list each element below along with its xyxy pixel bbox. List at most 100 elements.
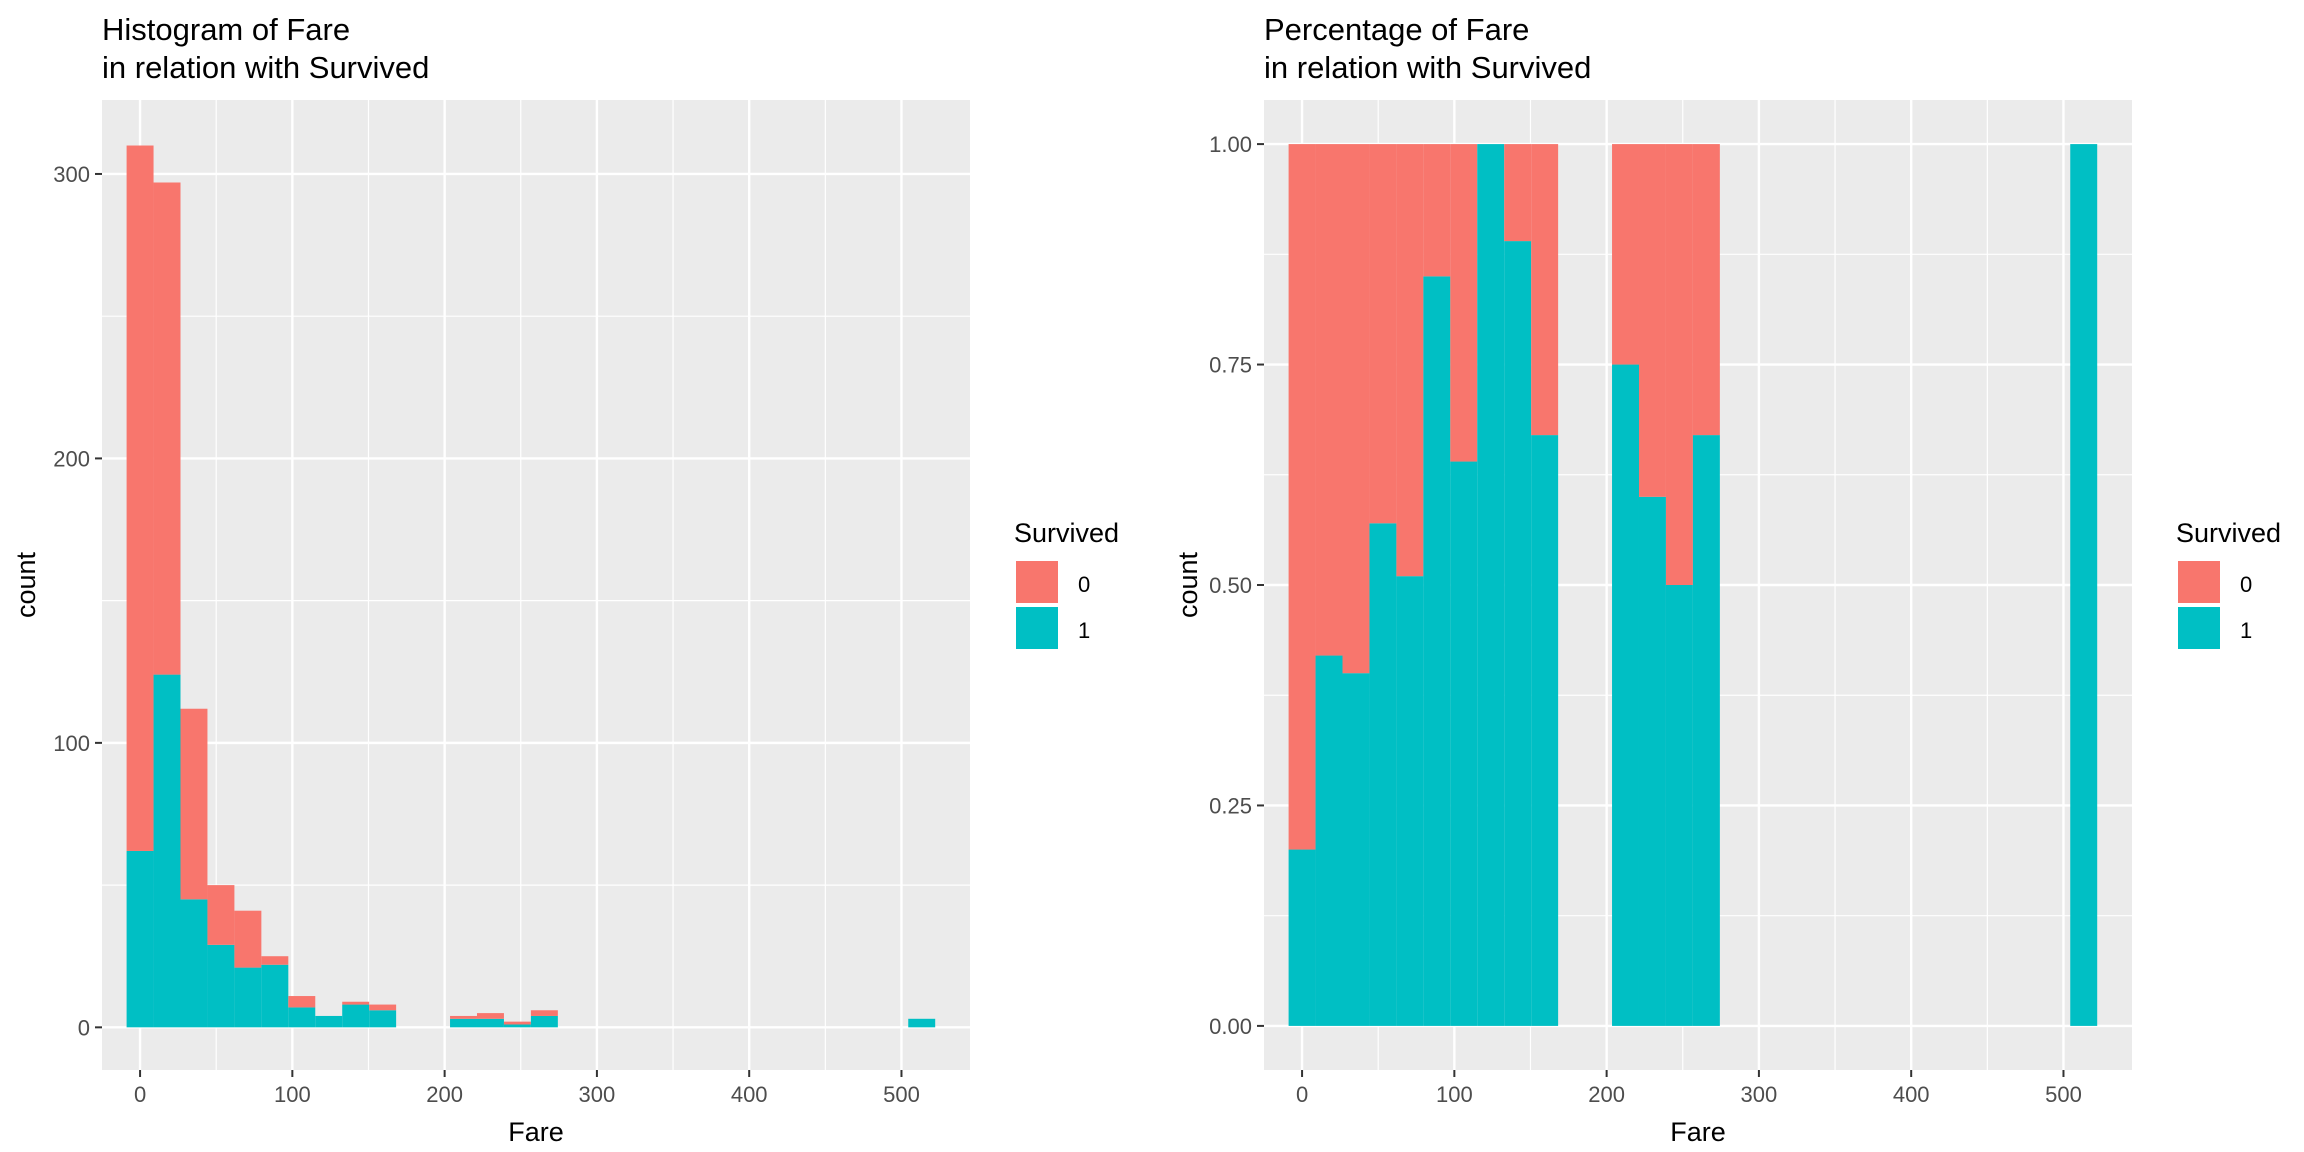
chart-title-line1: Histogram of Fare — [102, 12, 350, 47]
y-tick-label: 0.75 — [1209, 353, 1252, 378]
x-tick-label: 300 — [1741, 1082, 1778, 1107]
legend-key-1 — [2178, 607, 2220, 649]
bar-survived-1 — [1369, 523, 1397, 1026]
bar-survived-0 — [234, 910, 262, 968]
y-tick-label: 1.00 — [1209, 132, 1252, 157]
bar-survived-1 — [1315, 655, 1343, 1026]
bar-survived-1 — [126, 850, 154, 1028]
y-tick-label: 0.50 — [1209, 573, 1252, 598]
legend-label-1: 1 — [1078, 618, 1090, 643]
legend-key-0 — [2178, 561, 2220, 603]
legend-title: Survived — [1014, 518, 1119, 548]
legend-label-0: 0 — [1078, 572, 1090, 597]
x-tick-label: 200 — [1588, 1082, 1625, 1107]
x-axis-title: Fare — [1670, 1117, 1726, 1147]
bar-survived-0 — [180, 708, 208, 900]
bar-survived-0 — [261, 956, 289, 965]
bar-survived-1 — [207, 944, 235, 1028]
bar-survived-1 — [234, 967, 262, 1028]
x-axis-title: Fare — [508, 1117, 564, 1147]
bar-survived-1 — [1477, 144, 1505, 1026]
bar-survived-1 — [450, 1018, 477, 1028]
bar-survived-0 — [1504, 144, 1532, 242]
x-axis-ticks: 0 100 200 300 400 500 — [134, 1070, 920, 1107]
bar-survived-1 — [1342, 673, 1370, 1026]
bar-survived-0 — [450, 1015, 477, 1019]
bar-survived-1 — [180, 899, 208, 1028]
x-tick-label: 0 — [1296, 1082, 1308, 1107]
x-tick-label: 0 — [134, 1082, 146, 1107]
y-axis-ticks: 0.00 0.25 0.50 0.75 1.00 — [1209, 132, 1264, 1039]
bar-survived-1 — [261, 964, 289, 1028]
bar-survived-0 — [1665, 144, 1693, 585]
y-tick-label: 0.25 — [1209, 793, 1252, 818]
y-axis-title: count — [11, 551, 41, 618]
chart-title-line1: Percentage of Fare — [1264, 12, 1529, 47]
percentage-chart: Percentage of Fare in relation with Surv… — [1173, 12, 2281, 1147]
bar-survived-0 — [153, 182, 181, 675]
legend-key-1 — [1016, 607, 1058, 649]
bar-survived-0 — [1612, 144, 1639, 365]
x-tick-label: 500 — [883, 1082, 920, 1107]
y-tick-label: 0.00 — [1209, 1014, 1252, 1039]
bar-survived-1 — [1504, 241, 1532, 1026]
y-tick-label: 100 — [53, 731, 90, 756]
bar-survived-1 — [1665, 585, 1693, 1026]
y-tick-label: 200 — [53, 446, 90, 471]
bar-survived-0 — [1288, 144, 1316, 850]
y-axis-ticks: 0 100 200 300 — [53, 162, 102, 1040]
bar-survived-1 — [1612, 364, 1639, 1026]
legend: Survived 0 1 — [1014, 518, 1119, 649]
bar-survived-1 — [1692, 435, 1720, 1026]
bar-survived-1 — [1423, 276, 1451, 1026]
x-tick-label: 200 — [426, 1082, 463, 1107]
legend: Survived 0 1 — [2176, 518, 2281, 649]
bar-survived-1 — [1638, 496, 1666, 1026]
x-tick-label: 100 — [1436, 1082, 1473, 1107]
bar-survived-1 — [369, 1010, 397, 1028]
bar-survived-0 — [476, 1013, 504, 1019]
legend-key-0 — [1016, 561, 1058, 603]
bar-survived-0 — [503, 1021, 531, 1025]
bar-survived-0 — [126, 145, 154, 851]
bar-survived-1 — [1396, 576, 1424, 1026]
bar-survived-1 — [1288, 849, 1316, 1026]
legend-label-0: 0 — [2240, 572, 2252, 597]
x-tick-label: 400 — [1893, 1082, 1930, 1107]
bars — [1288, 144, 2098, 1026]
bar-survived-1 — [1531, 435, 1559, 1026]
bar-survived-0 — [288, 996, 316, 1008]
x-tick-label: 300 — [579, 1082, 616, 1107]
bar-survived-1 — [476, 1018, 504, 1028]
bar-survived-1 — [342, 1004, 370, 1028]
bar-survived-0 — [1692, 144, 1720, 436]
histogram-chart: Histogram of Fare in relation with Survi… — [11, 12, 1119, 1147]
chart-title-line2: in relation with Survived — [102, 50, 429, 85]
bar-survived-0 — [530, 1010, 558, 1016]
x-tick-label: 100 — [274, 1082, 311, 1107]
y-tick-label: 0 — [78, 1015, 90, 1040]
bar-survived-1 — [315, 1015, 343, 1028]
bar-survived-0 — [1315, 144, 1343, 656]
legend-label-1: 1 — [2240, 618, 2252, 643]
bar-survived-1 — [2070, 144, 2098, 1026]
bar-survived-1 — [908, 1018, 936, 1028]
bar-survived-0 — [1423, 144, 1451, 277]
bar-survived-1 — [530, 1015, 558, 1028]
bar-survived-1 — [503, 1024, 531, 1028]
bar-survived-0 — [1396, 144, 1424, 577]
bar-survived-1 — [288, 1007, 316, 1028]
bar-survived-1 — [153, 674, 181, 1028]
bar-survived-0 — [342, 1001, 370, 1005]
bar-survived-0 — [1342, 144, 1370, 674]
legend-title: Survived — [2176, 518, 2281, 548]
bar-survived-0 — [207, 885, 235, 945]
bar-survived-0 — [369, 1004, 397, 1011]
bar-survived-0 — [1638, 144, 1666, 497]
x-tick-label: 400 — [731, 1082, 768, 1107]
y-axis-title: count — [1173, 551, 1203, 618]
bar-survived-0 — [1369, 144, 1397, 524]
chart-title-line2: in relation with Survived — [1264, 50, 1591, 85]
y-tick-label: 300 — [53, 162, 90, 187]
